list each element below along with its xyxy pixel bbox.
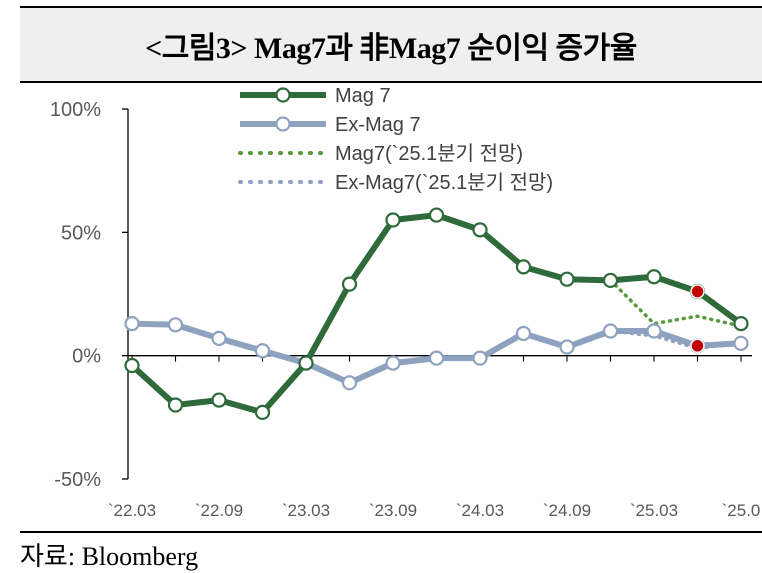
x-tick-label: `22.03 <box>108 501 156 520</box>
line-chart: 100%50%0%-50% `22.03 `22.09 `23.03 `23.09 `2… <box>50 85 761 520</box>
highlight-point <box>690 284 705 299</box>
data-point <box>341 276 358 292</box>
series-mag-7 <box>124 207 749 420</box>
legend-item: Ex-Mag 7 <box>240 114 421 136</box>
x-tick-label: `24.09 <box>543 501 591 520</box>
data-point <box>428 350 445 366</box>
top-rule <box>20 6 762 8</box>
y-tick-label: 0% <box>72 346 101 368</box>
data-point <box>167 397 184 413</box>
data-point <box>298 355 314 371</box>
figure-header: <그림3> Mag7과 非Mag7 순이익 증가율 <box>20 8 762 83</box>
x-tick-label: `24.03 <box>456 501 504 520</box>
series-line <box>129 212 744 416</box>
data-point <box>385 212 401 228</box>
chart-legend: Mag 7 Ex-Mag 7 Mag7(`25.1분기 전망) Ex-Mag7(`25… <box>238 85 553 194</box>
highlight-point <box>690 338 705 354</box>
legend-label: Mag7(`25.1분기 전망) <box>335 142 523 165</box>
x-tick-label: `23.03 <box>282 501 330 520</box>
legend-item: Mag7(`25.1분기 전망) <box>238 142 523 165</box>
data-point <box>559 339 575 355</box>
x-tick-labels: `22.03 `22.09 `23.03 `23.09 `24.03 `24.09 `25.… <box>108 501 760 520</box>
legend-label: Ex-Mag7(`25.1분기 전망) <box>335 171 553 194</box>
legend-label: Mag 7 <box>335 85 391 107</box>
data-point <box>515 259 532 275</box>
data-point <box>472 350 488 366</box>
legend-item: Mag 7 <box>240 85 391 107</box>
data-point <box>602 272 619 289</box>
data-point <box>385 355 401 371</box>
series-layer <box>124 207 749 420</box>
data-point <box>124 316 140 332</box>
figure-title: <그림3> Mag7과 非Mag7 순이익 증가율 <box>145 31 637 65</box>
legend-label: Ex-Mag 7 <box>335 114 421 136</box>
series-line <box>608 278 743 328</box>
data-point <box>733 335 749 351</box>
y-tick-label: 100% <box>50 99 101 121</box>
x-tick-label: `23.09 <box>369 501 417 520</box>
data-point <box>646 323 662 339</box>
legend-marker <box>275 116 291 132</box>
data-point <box>646 269 662 285</box>
data-point <box>472 222 488 238</box>
data-point <box>124 357 140 374</box>
x-tick-label: `25.0 <box>722 501 761 520</box>
legend-marker <box>275 87 291 103</box>
y-tick-label: -50% <box>54 469 101 491</box>
data-point <box>341 375 358 391</box>
data-point <box>602 323 619 339</box>
series-ex-mag-7 <box>124 316 749 391</box>
data-point <box>733 316 749 332</box>
source-note: 자료: Bloomberg <box>20 542 199 571</box>
data-point <box>211 392 227 408</box>
series-mag7-25-1- <box>608 278 743 328</box>
x-tick-label: `25.03 <box>630 501 678 520</box>
data-point <box>254 404 271 420</box>
data-point <box>211 330 227 346</box>
data-point <box>254 343 271 359</box>
data-point <box>167 317 184 333</box>
legend-item: Ex-Mag7(`25.1분기 전망) <box>238 171 553 194</box>
y-tick-labels: 100% 50% 0% -50% <box>50 99 101 491</box>
data-point <box>559 271 575 287</box>
x-tick-label: `22.09 <box>195 501 243 520</box>
data-point <box>515 325 532 342</box>
data-point <box>428 207 445 223</box>
y-tick-label: 50% <box>61 222 101 244</box>
bottom-rule <box>20 531 762 533</box>
